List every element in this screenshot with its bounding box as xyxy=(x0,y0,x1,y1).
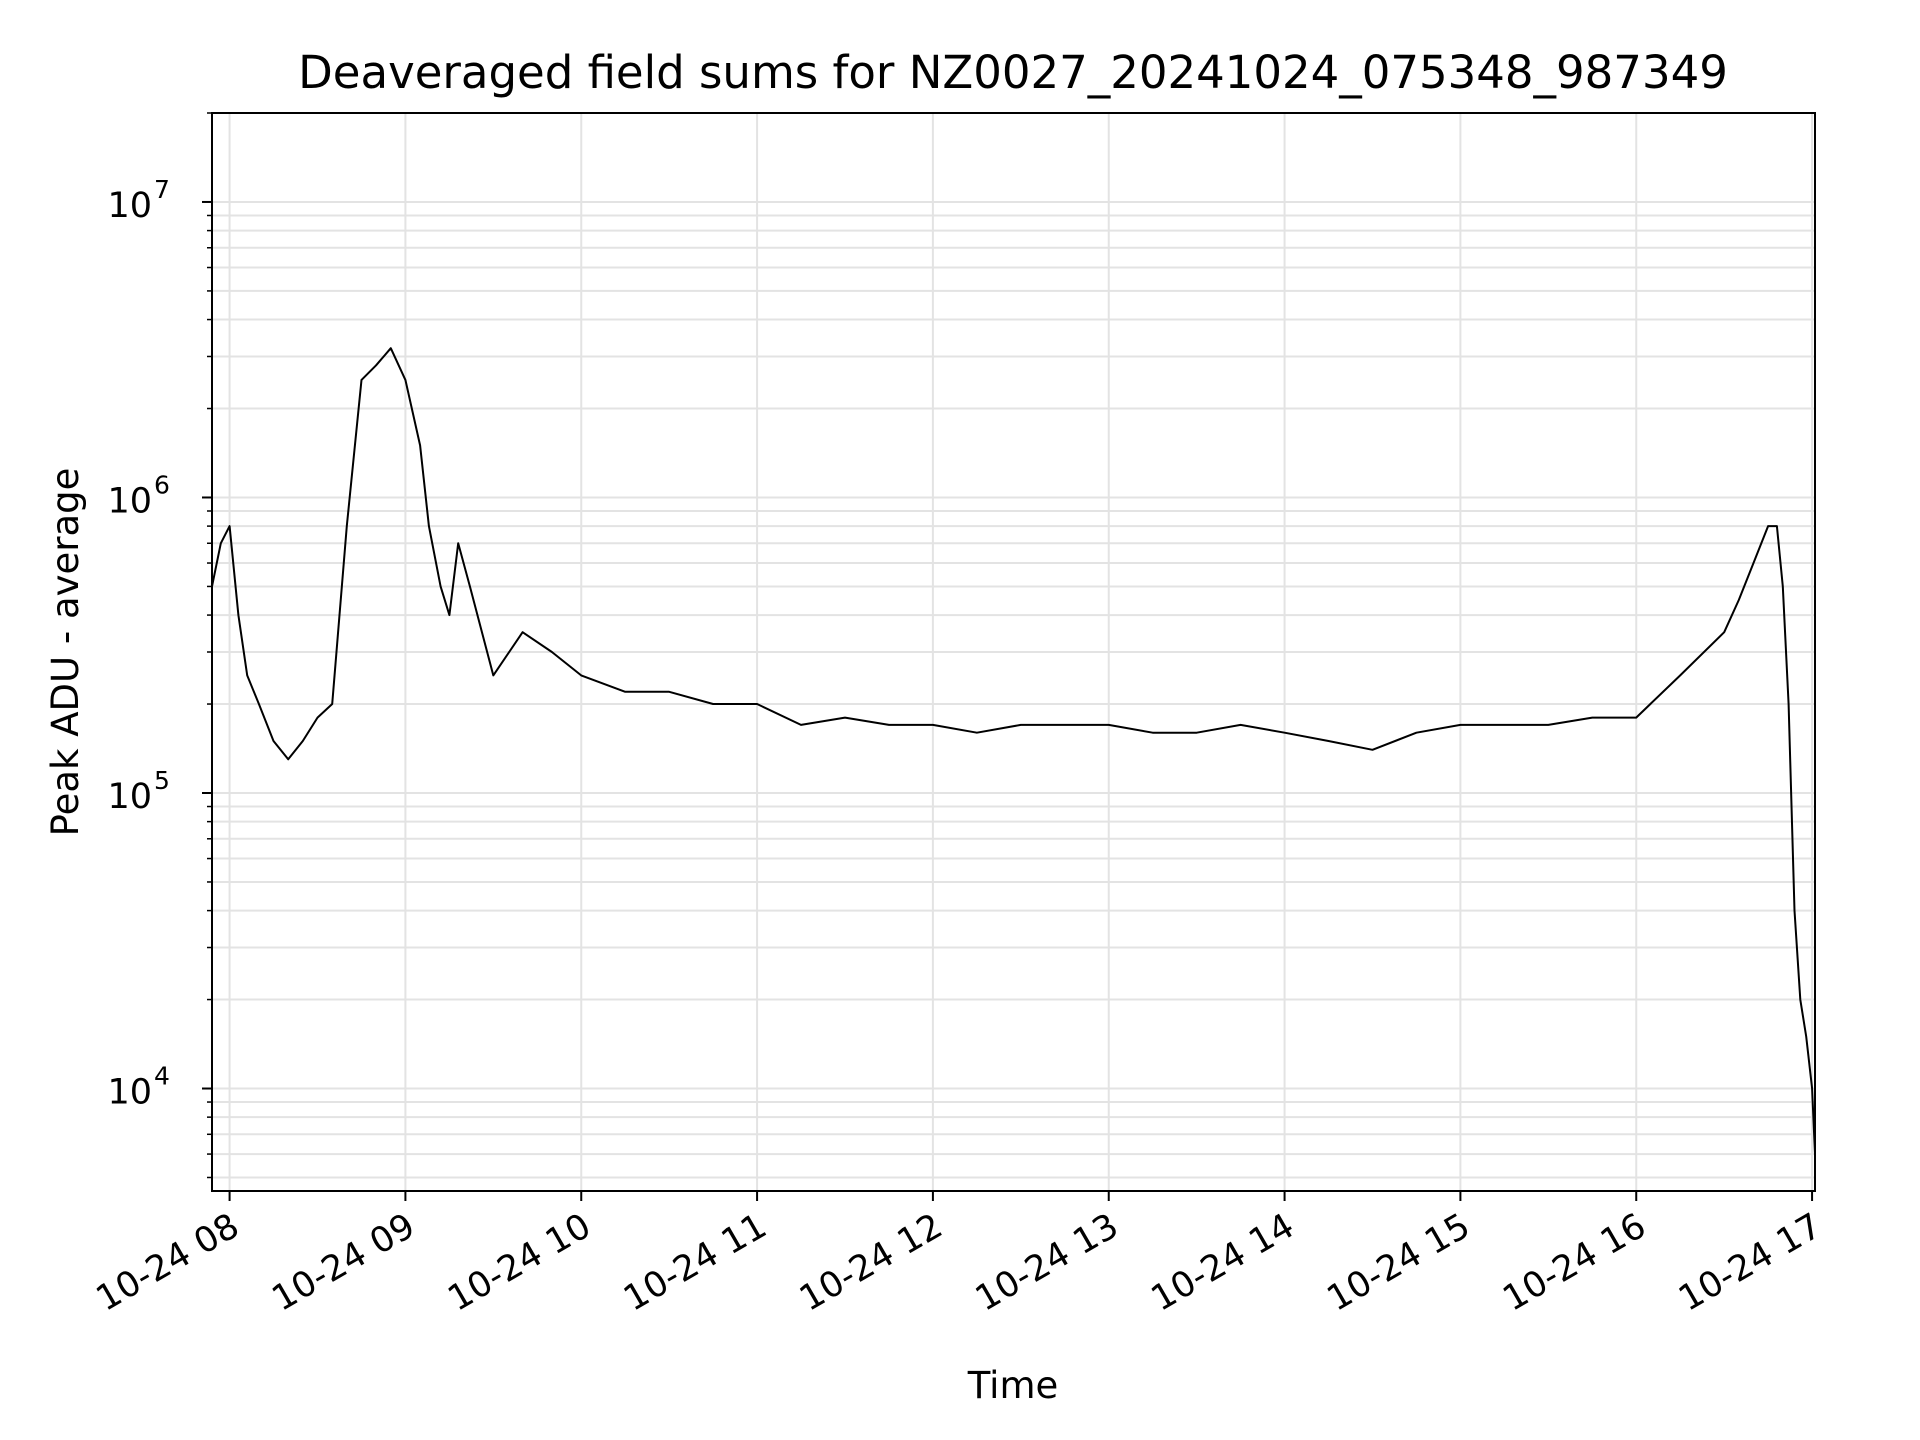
grid-lines xyxy=(212,113,1815,1191)
plot-frame xyxy=(211,112,1816,1192)
y-tick-label: 10 6 xyxy=(107,470,169,521)
y-tick-exponent: 6 xyxy=(154,470,170,499)
y-tick-base: 10 xyxy=(107,481,152,521)
y-tick-label: 10 7 xyxy=(107,175,169,226)
y-tick-base: 10 xyxy=(107,186,152,226)
y-tick-base: 10 xyxy=(107,1073,152,1113)
y-axis-label: Peak ADU - average xyxy=(44,468,87,837)
y-tick-exponent: 5 xyxy=(154,766,170,795)
chart-title: Deaveraged field sums for NZ0027_2024102… xyxy=(298,46,1728,99)
y-tick-label: 10 5 xyxy=(107,766,169,817)
y-tick-exponent: 7 xyxy=(154,175,170,204)
y-tick-exponent: 4 xyxy=(154,1062,170,1091)
data-layer xyxy=(211,347,1816,1155)
data-series-line xyxy=(211,347,1816,1155)
y-tick-label: 10 4 xyxy=(107,1062,169,1113)
y-tick-base: 10 xyxy=(107,777,152,817)
x-axis-label: Time xyxy=(967,1364,1059,1407)
